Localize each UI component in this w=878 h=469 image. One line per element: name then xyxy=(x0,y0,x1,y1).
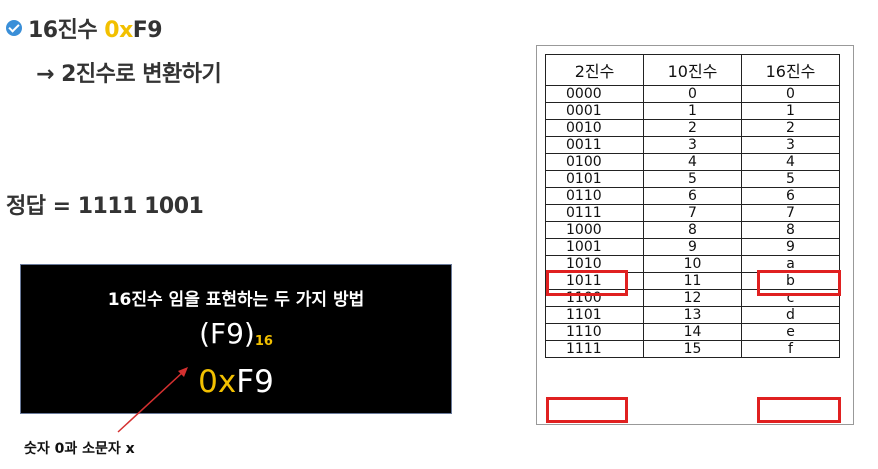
table-row: 1110 14 e xyxy=(545,323,840,341)
hex-prefix: 0x xyxy=(198,364,237,400)
notation-heading: 16진수 임을 표현하는 두 가지 방법 xyxy=(107,290,365,310)
decimal-cell: 4 xyxy=(643,153,742,171)
hex-cell: 2 xyxy=(741,119,840,137)
decimal-cell: 15 xyxy=(643,340,742,358)
decimal-cell: 12 xyxy=(643,289,742,307)
subscript-notation: (F9)16 xyxy=(21,318,451,358)
subscript-notation-main: (F9) xyxy=(199,317,255,350)
hex-cell: 0 xyxy=(741,85,840,103)
hex-cell: 7 xyxy=(741,204,840,222)
binary-cell: 1111 xyxy=(545,340,644,358)
header-decimal: 10진수 xyxy=(643,54,742,86)
table-row: 1111 15 f xyxy=(545,340,840,358)
prefix-notation: 0xF9 xyxy=(21,364,451,400)
decimal-cell: 6 xyxy=(643,187,742,205)
binary-cell: 0000 xyxy=(545,85,644,103)
binary-cell: 1101 xyxy=(545,306,644,324)
binary-cell: 0011 xyxy=(545,136,644,154)
decimal-cell: 13 xyxy=(643,306,742,324)
binary-cell: 1110 xyxy=(545,323,644,341)
table-row: 1010 10 a xyxy=(545,255,840,273)
hex-cell: 4 xyxy=(741,153,840,171)
table-row: 0011 3 3 xyxy=(545,136,840,154)
table-row: 0111 7 7 xyxy=(545,204,840,222)
binary-cell: 0001 xyxy=(545,102,644,120)
binary-cell: 1001 xyxy=(545,238,644,256)
highlight-1001-binary xyxy=(546,270,628,296)
caption: 숫자 0과 소문자 x xyxy=(24,441,135,457)
highlight-1111-binary xyxy=(546,397,628,423)
decimal-cell: 8 xyxy=(643,221,742,239)
hex-cell: 1 xyxy=(741,102,840,120)
table-row: 0000 0 0 xyxy=(545,85,840,103)
hex-cell: 3 xyxy=(741,136,840,154)
header-hex: 16진수 xyxy=(741,54,840,86)
binary-cell: 0101 xyxy=(545,170,644,188)
table-row: 0010 2 2 xyxy=(545,119,840,137)
highlight-1111-hex xyxy=(757,397,841,423)
binary-cell: 1011 xyxy=(545,272,644,290)
table-header-row: 2진수 10진수 16진수 xyxy=(545,54,840,86)
header-binary: 2진수 xyxy=(545,54,644,86)
table-row: 0001 1 1 xyxy=(545,102,840,120)
answer-text: 정답 = 1111 1001 xyxy=(6,194,204,219)
title-number-label: 16진수 xyxy=(28,18,105,43)
title-value: F9 xyxy=(132,18,163,43)
subscript-base: 16 xyxy=(254,334,273,349)
decimal-cell: 14 xyxy=(643,323,742,341)
table-row: 1001 9 9 xyxy=(545,238,840,256)
hex-cell: 5 xyxy=(741,170,840,188)
table-row: 0110 6 6 xyxy=(545,187,840,205)
table-row: 0101 5 5 xyxy=(545,170,840,188)
binary-cell: 1000 xyxy=(545,221,644,239)
binary-cell: 0111 xyxy=(545,204,644,222)
title-row: 16진수 0xF9 xyxy=(6,12,163,44)
decimal-cell: 2 xyxy=(643,119,742,137)
decimal-cell: 3 xyxy=(643,136,742,154)
page-title: 16진수 0xF9 xyxy=(28,12,163,44)
binary-cell: 0100 xyxy=(545,153,644,171)
hex-cell: 9 xyxy=(741,238,840,256)
binary-cell: 0010 xyxy=(545,119,644,137)
table-row: 1101 13 d xyxy=(545,306,840,324)
hex-cell: d xyxy=(741,306,840,324)
title-prefix: 0x xyxy=(104,18,133,43)
hex-digits: F9 xyxy=(236,364,274,400)
decimal-cell: 5 xyxy=(643,170,742,188)
subtitle: → 2진수로 변환하기 xyxy=(36,62,222,87)
conversion-table-panel: 2진수 10진수 16진수 0000 0 0 0001 1 1 0010 2 2 0011 3 3 01… xyxy=(536,45,854,425)
decimal-cell: 11 xyxy=(643,272,742,290)
table-row: 1000 8 8 xyxy=(545,221,840,239)
decimal-cell: 10 xyxy=(643,255,742,273)
notation-box: 16진수 임을 표현하는 두 가지 방법 (F9)16 0xF9 xyxy=(20,264,452,414)
hex-cell: f xyxy=(741,340,840,358)
hex-cell: e xyxy=(741,323,840,341)
highlight-1001-hex xyxy=(757,270,841,296)
decimal-cell: 7 xyxy=(643,204,742,222)
table-row: 0100 4 4 xyxy=(545,153,840,171)
decimal-cell: 0 xyxy=(643,85,742,103)
decimal-cell: 1 xyxy=(643,102,742,120)
hex-cell: 6 xyxy=(741,187,840,205)
decimal-cell: 9 xyxy=(643,238,742,256)
hex-cell: 8 xyxy=(741,221,840,239)
binary-cell: 0110 xyxy=(545,187,644,205)
check-circle-icon xyxy=(6,20,22,36)
conversion-table: 2진수 10진수 16진수 0000 0 0 0001 1 1 0010 2 2 0011 3 3 01… xyxy=(545,54,840,358)
